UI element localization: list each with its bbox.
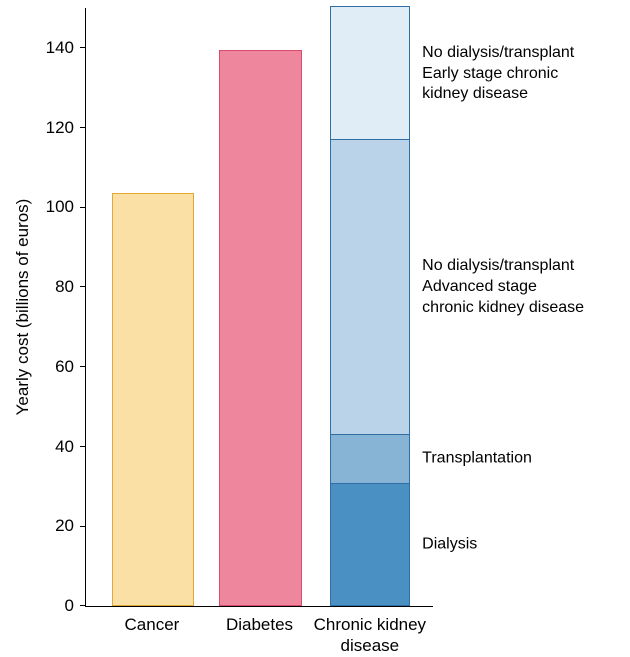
- segment-transplantation: [330, 433, 411, 485]
- y-tick-label: 60: [55, 357, 86, 377]
- bar-cancer: [112, 193, 195, 606]
- segment-label-advanced-ckd: No dialysis/transplantAdvanced stagechro…: [422, 256, 584, 318]
- cost-bar-chart: 020406080100120140CancerDiabetesChronic …: [0, 0, 630, 653]
- x-tick-label: Chronic kidneydisease: [314, 606, 426, 657]
- segment-label-early-ckd: No dialysis/transplantEarly stage chroni…: [422, 43, 574, 105]
- x-tick-label: Cancer: [125, 606, 180, 635]
- y-axis-label: Yearly cost (billions of euros): [13, 199, 33, 416]
- bar-diabetes: [219, 50, 302, 606]
- segment-advanced-ckd: [330, 138, 411, 435]
- segment-label-dialysis: Dialysis: [422, 535, 477, 556]
- segment-dialysis: [330, 482, 411, 606]
- y-tick-label: 100: [46, 197, 86, 217]
- x-tick-label: Diabetes: [226, 606, 293, 635]
- bar-ckd-stacked: [330, 8, 411, 606]
- y-tick-label: 140: [46, 38, 86, 58]
- y-tick-label: 20: [55, 516, 86, 536]
- y-tick-label: 120: [46, 118, 86, 138]
- plot-area: 020406080100120140CancerDiabetesChronic …: [85, 8, 433, 607]
- y-tick-label: 0: [65, 596, 86, 616]
- y-tick-label: 80: [55, 277, 86, 297]
- y-tick-label: 40: [55, 437, 86, 457]
- segment-early-ckd: [330, 6, 411, 140]
- segment-label-transplantation: Transplantation: [422, 449, 532, 470]
